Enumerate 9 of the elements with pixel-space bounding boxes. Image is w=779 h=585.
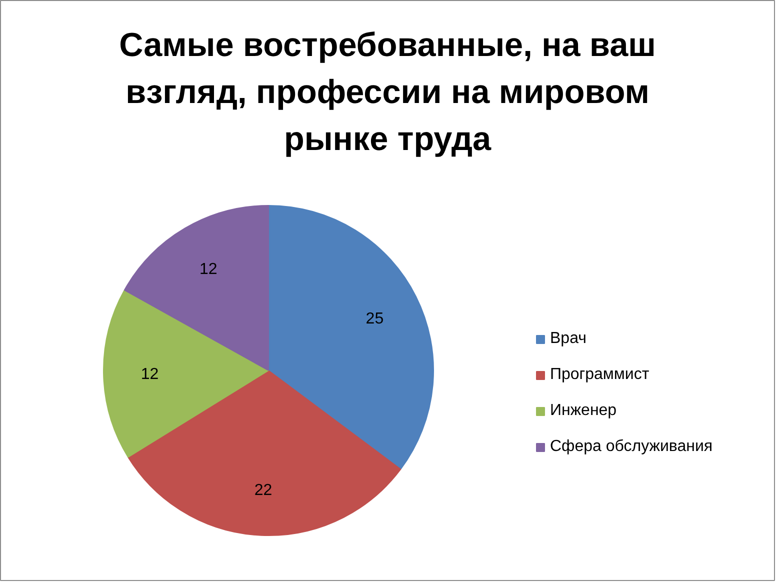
data-label: 12	[199, 261, 218, 278]
data-label: 25	[366, 310, 384, 328]
legend-label: Сфера обслуживания	[550, 438, 713, 456]
legend-label: Инженер	[550, 402, 617, 420]
data-label: 12	[140, 366, 159, 384]
chart-title: Самые востребованные, на ваш взгляд, профессии на мировом рынке труда	[119, 27, 656, 158]
legend-label: Программист	[550, 366, 650, 384]
data-label: 22	[254, 482, 272, 500]
legend-label: Врач	[550, 330, 586, 348]
